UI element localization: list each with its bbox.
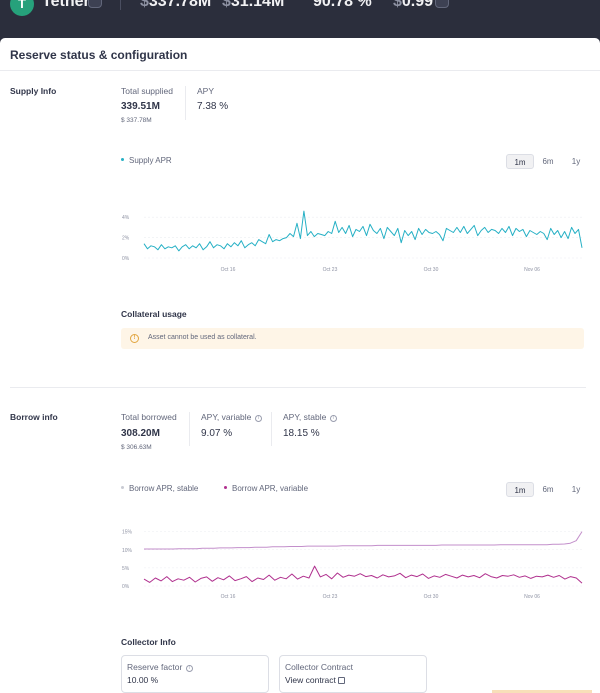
y-tick-label: 4%	[122, 215, 130, 221]
reserve-factor-value: 10.00 %	[127, 675, 159, 685]
x-tick-label: Oct 23	[323, 267, 338, 273]
total-supplied-value: 339.51M	[121, 101, 160, 112]
borrow-apr-stable-legend: Borrow APR, stable	[121, 484, 198, 493]
supply-apy-value: 7.38 %	[197, 101, 229, 112]
total-supplied-usd: $ 337.78M	[121, 117, 152, 124]
supply-range-tab-1y[interactable]: 1y	[571, 157, 581, 166]
apy-stable-label: APY, stable i	[283, 412, 337, 422]
apy-variable-label: APY, variable i	[201, 412, 262, 422]
asset-name: Tether	[42, 0, 90, 10]
borrow-apr-variable-legend: Borrow APR, variable	[224, 484, 308, 493]
header-separator	[120, 0, 121, 10]
supply-apr-legend-dot	[121, 158, 124, 161]
series-line-borrow-apr-variable	[143, 565, 583, 584]
supply-info-label: Supply Info	[10, 86, 57, 96]
x-tick-label: Nov 06	[524, 267, 540, 273]
supply-apr-chart: 4% 2% 0% Oct 16 Oct 23 Oct 30 Nov 06	[116, 193, 586, 273]
total-borrowed-value: 308.20M	[121, 428, 160, 439]
panel-title: Reserve status & configuration	[10, 48, 188, 62]
y-tick-label: 2%	[122, 236, 130, 242]
supply-range-tabs: 1m 6m 1y	[506, 154, 590, 169]
header-stat-utilization: 90.78 %	[313, 0, 372, 10]
collector-contract-label: Collector Contract	[285, 662, 354, 672]
asset-header: T Tether $337.78M $31.14M 90.78 % $0.99	[0, 0, 600, 38]
x-tick-label: Nov 06	[524, 594, 540, 600]
collateral-warning: ! Asset cannot be used as collateral.	[121, 328, 584, 349]
y-tick-label: 5%	[122, 566, 130, 572]
header-stat-reserve-size: $337.78M	[140, 0, 212, 10]
tether-logo-icon: T	[10, 0, 34, 16]
info-icon[interactable]: i	[329, 415, 337, 422]
total-borrowed-label: Total borrowed	[121, 412, 177, 422]
y-tick-label: 15%	[122, 530, 133, 536]
x-tick-label: Oct 30	[424, 594, 439, 600]
borrow-range-tabs: 1m 6m 1y	[506, 482, 590, 497]
stat-separator	[185, 86, 186, 120]
view-contract-link[interactable]: View contract	[285, 675, 345, 685]
apy-variable-value: 9.07 %	[201, 428, 233, 439]
apy-stable-value: 18.15 %	[283, 428, 320, 439]
collateral-warning-text: Asset cannot be used as collateral.	[148, 334, 257, 341]
collector-info-title: Collector Info	[121, 637, 176, 647]
reserve-factor-card: Reserve factor i 10.00 %	[121, 655, 269, 693]
series-line-borrow-apr-stable	[144, 531, 583, 550]
header-stat-oracle-price: $0.99	[393, 0, 434, 10]
supply-apy-label: APY	[197, 86, 215, 96]
stat-separator	[189, 412, 190, 446]
section-divider	[10, 387, 586, 388]
reserve-factor-label: Reserve factor i	[127, 662, 193, 672]
external-link-icon	[337, 677, 345, 684]
x-tick-label: Oct 16	[221, 594, 236, 600]
total-borrowed-usd: $ 306.63M	[121, 444, 152, 451]
info-icon[interactable]: i	[254, 415, 262, 422]
borrow-range-tab-1y[interactable]: 1y	[571, 485, 581, 494]
faint-bottom-bar	[492, 690, 592, 693]
copy-address-icon[interactable]	[88, 0, 102, 8]
borrow-apr-chart: 15% 10% 5% 0% Oct 16 Oct 23 Oct 30 Nov 06	[116, 518, 586, 600]
warning-icon: !	[130, 334, 139, 343]
reserve-status-panel: Reserve status & configuration Supply In…	[0, 38, 600, 693]
y-tick-label: 0%	[122, 256, 130, 262]
supply-range-tab-6m[interactable]: 6m	[542, 157, 554, 166]
total-supplied-label: Total supplied	[121, 86, 173, 96]
x-tick-label: Oct 23	[323, 594, 338, 600]
borrow-info-label: Borrow info	[10, 412, 58, 422]
oracle-link-icon[interactable]	[435, 0, 449, 8]
y-tick-label: 10%	[122, 548, 133, 554]
collector-contract-card: Collector Contract View contract	[279, 655, 427, 693]
x-tick-label: Oct 16	[221, 267, 236, 273]
stat-separator	[271, 412, 272, 446]
panel-header-divider	[0, 70, 600, 71]
borrow-range-tab-6m[interactable]: 6m	[542, 485, 554, 494]
x-tick-label: Oct 30	[424, 267, 439, 273]
borrow-range-tab-1m[interactable]: 1m	[506, 482, 534, 497]
info-icon[interactable]: i	[185, 665, 193, 672]
y-tick-label: 0%	[122, 584, 130, 590]
supply-range-tab-1m[interactable]: 1m	[506, 154, 534, 169]
header-stat-available-liquidity: $31.14M	[222, 0, 285, 10]
collateral-usage-title: Collateral usage	[121, 309, 187, 319]
series-line-supply-apr	[143, 210, 583, 252]
borrow-apr-variable-legend-dot	[224, 486, 227, 489]
borrow-apr-stable-legend-dot	[121, 486, 124, 489]
supply-apr-legend: Supply APR	[121, 156, 172, 165]
